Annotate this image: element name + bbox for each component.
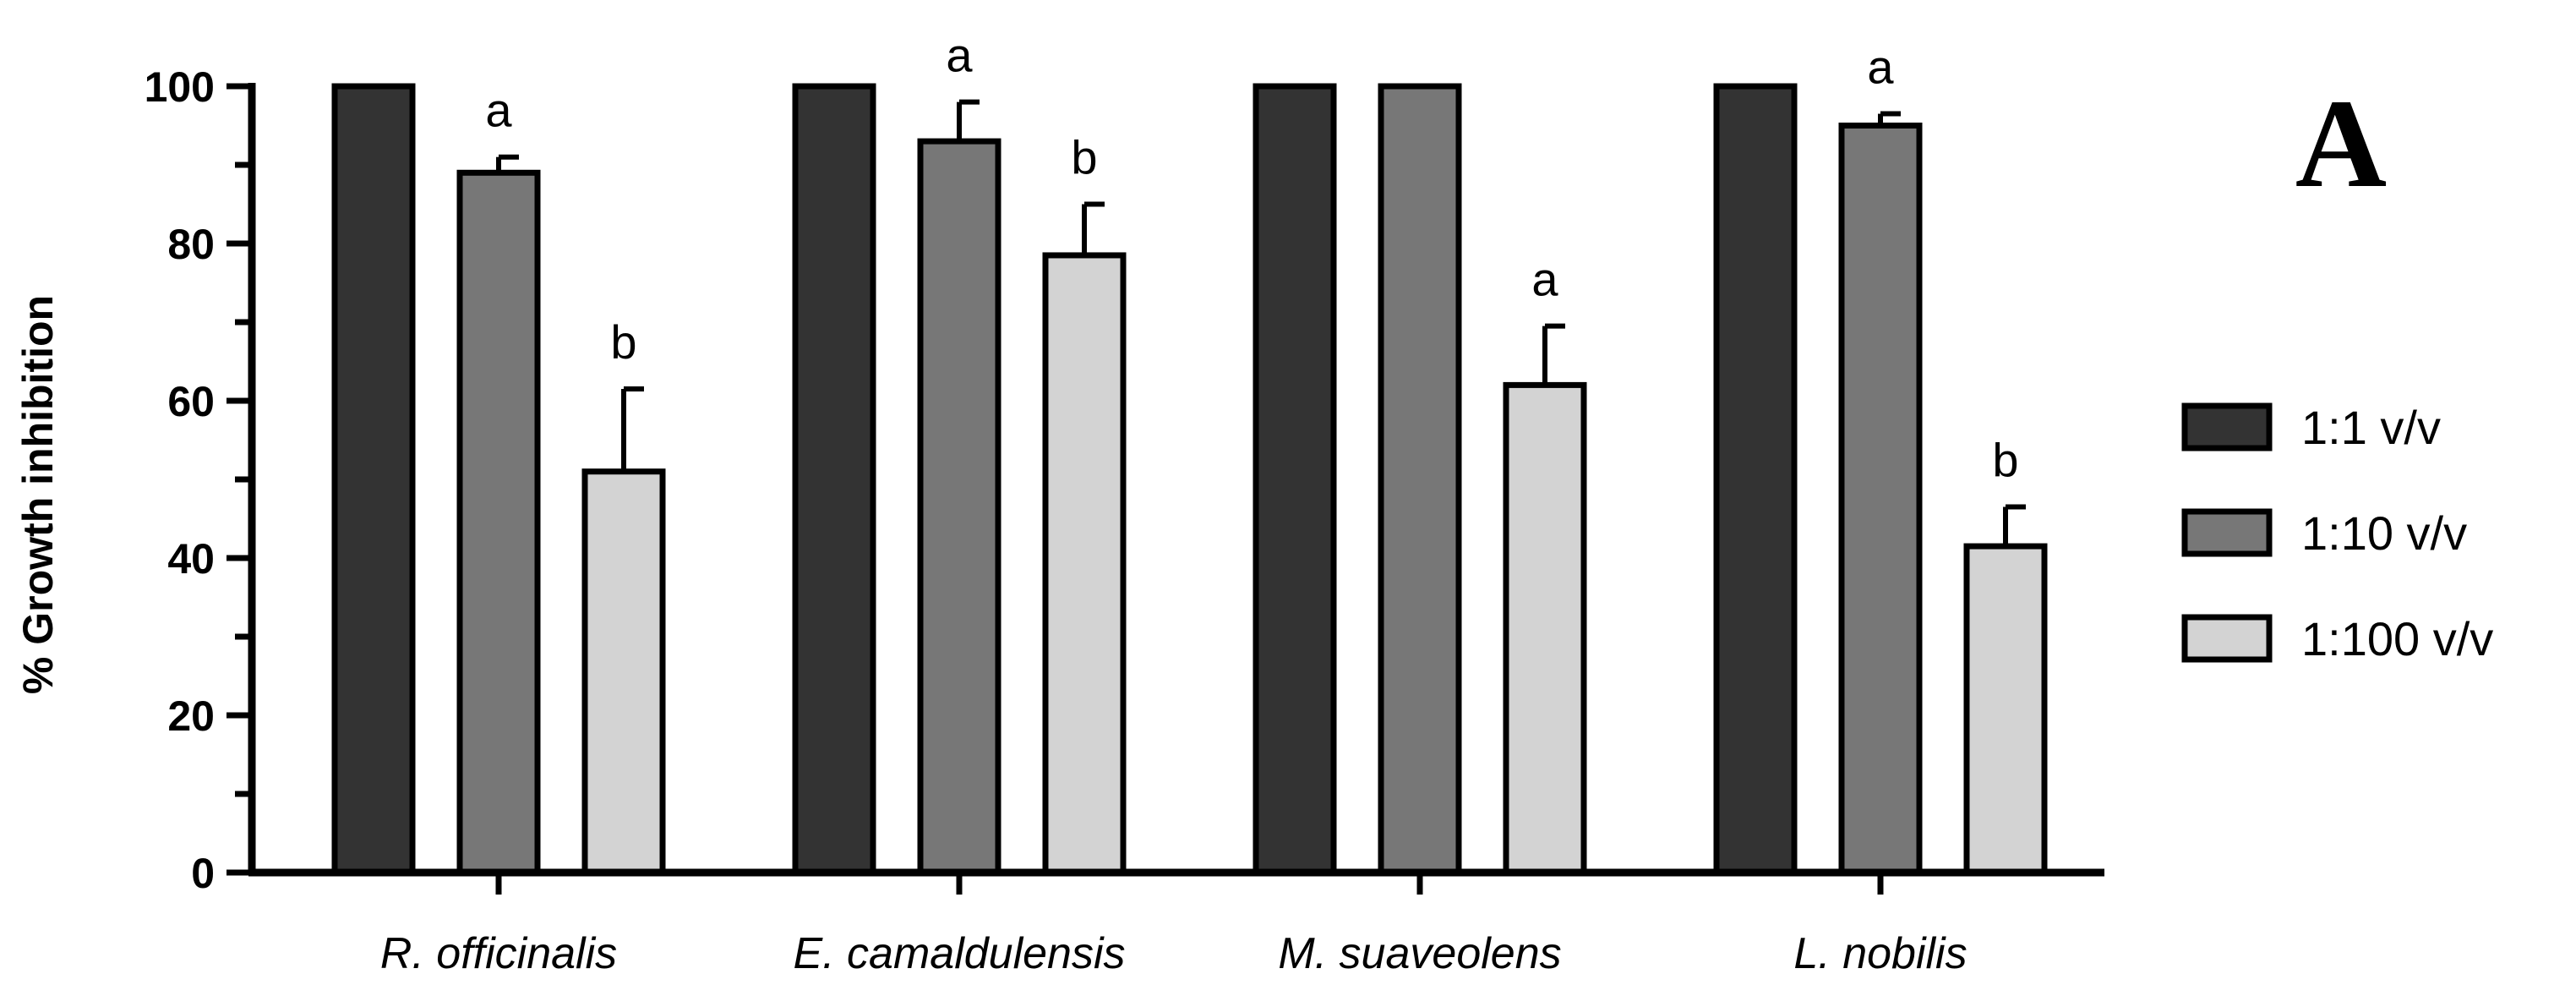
x-tick-label: R. officinalis: [380, 929, 617, 978]
significance-label-2-1: a: [485, 84, 512, 137]
bar-3-4: [1963, 543, 2048, 876]
significance-label-2-2: a: [946, 29, 973, 82]
legend-label-3: 1:100 v/v: [2301, 612, 2493, 665]
bar-2-4: [1838, 123, 1923, 876]
legend-label-1: 1:1 v/v: [2301, 401, 2441, 454]
labels-layer: a a a b b a b: [485, 29, 2018, 487]
bar-1-4: [1713, 83, 1798, 876]
significance-label-3-1: b: [610, 315, 636, 369]
legend-label-2: 1:10 v/v: [2301, 506, 2467, 560]
bar-2-2: [917, 138, 1001, 876]
bar-2-1: [456, 169, 541, 876]
x-tick-label: M. suaveolens: [1278, 929, 1561, 978]
bar-3-3: [1503, 381, 1587, 876]
error-bars-layer: [496, 99, 2026, 547]
legend: 1:1 v/v 1:10 v/v 1:100 v/v: [2181, 401, 2493, 665]
x-tick-label: E. camaldulensis: [793, 929, 1125, 978]
y-tick-label: 80: [167, 221, 215, 268]
significance-label-3-4: b: [1992, 434, 2018, 487]
panel-label: A: [2295, 74, 2387, 214]
legend-swatch-2: [2181, 508, 2273, 557]
bar-3-2: [1042, 252, 1127, 876]
y-tick-label: 60: [167, 378, 215, 425]
bar-2-3: [1378, 83, 1462, 876]
legend-swatch-1: [2181, 402, 2273, 451]
bar-1-1: [331, 83, 416, 876]
y-axis-label: % Growth inhibition: [14, 295, 62, 694]
bar-3-1: [581, 468, 666, 876]
y-tick-label: 20: [167, 692, 215, 740]
axes-layer: 0 20 40 60 80 100 R. officinalis E. camaldulens…: [145, 63, 2104, 978]
significance-label-3-3: a: [1531, 253, 1558, 306]
significance-label-3-2: b: [1071, 131, 1097, 184]
bar-1-3: [1253, 83, 1337, 876]
x-tick-label: L. nobilis: [1793, 929, 1967, 978]
y-tick-label: 100: [145, 63, 215, 111]
y-tick-label: 0: [191, 850, 215, 897]
y-tick-label: 40: [167, 535, 215, 583]
significance-label-2-4: a: [1867, 41, 1894, 94]
bar-1-2: [792, 83, 876, 876]
bars-layer: [331, 83, 2048, 876]
legend-swatch-3: [2181, 614, 2273, 663]
